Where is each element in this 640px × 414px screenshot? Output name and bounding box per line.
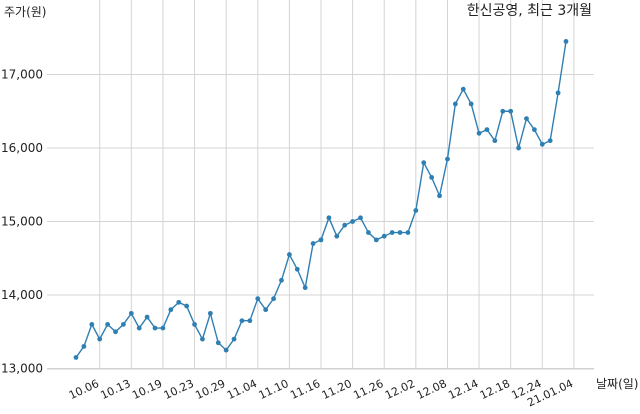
x-tick-label: 11.04 (225, 377, 259, 402)
data-point (547, 138, 553, 144)
data-point (128, 310, 134, 316)
data-point (294, 266, 300, 272)
x-tick-label: 12.18 (478, 377, 512, 402)
x-tick-label: 10.29 (193, 377, 227, 402)
x-tick-labels: 10.0610.1310.1910.2310.2911.0411.1011.16… (67, 377, 575, 409)
data-point (500, 108, 506, 114)
data-point (389, 230, 395, 235)
data-point (508, 108, 514, 114)
series-layer (73, 39, 569, 360)
data-point (405, 230, 411, 235)
data-point (350, 219, 356, 224)
data-point (429, 175, 435, 180)
data-point (524, 116, 529, 121)
data-point (421, 160, 427, 166)
data-point (555, 90, 561, 96)
data-point (105, 322, 111, 327)
data-point (492, 138, 498, 144)
data-point (286, 252, 292, 257)
data-point (302, 285, 308, 291)
y-tick-labels: 13,000 14,000 15,000 16,000 17,000 (1, 68, 43, 376)
y-axis-label: 주가(원) (4, 5, 46, 19)
data-point (413, 208, 419, 213)
x-tick-label: 10.13 (99, 377, 133, 402)
data-point (73, 355, 79, 360)
data-point (192, 322, 197, 327)
data-point (176, 299, 182, 305)
data-point (279, 277, 284, 283)
data-point (310, 241, 316, 246)
data-point (366, 230, 371, 235)
data-point (136, 325, 142, 331)
data-point (97, 336, 103, 342)
data-point (334, 233, 340, 239)
data-point (516, 145, 521, 151)
data-point (160, 325, 166, 331)
data-point (326, 215, 332, 221)
data-point (445, 156, 450, 162)
data-point (263, 307, 269, 313)
data-point (200, 336, 205, 342)
data-point (381, 233, 387, 239)
data-point (468, 101, 474, 107)
data-point (152, 325, 158, 331)
data-point (89, 322, 95, 327)
data-point (397, 230, 403, 235)
data-point (484, 127, 490, 133)
data-point (342, 222, 348, 228)
x-tick-label: 10.23 (162, 377, 196, 402)
data-point (452, 101, 458, 107)
data-point (531, 127, 537, 133)
data-point (476, 130, 482, 136)
data-point (460, 86, 466, 92)
data-point (168, 307, 174, 313)
y-tick-label: 16,000 (1, 141, 43, 155)
y-tick-label: 17,000 (1, 68, 43, 82)
x-tick-label: 12.14 (446, 377, 480, 402)
data-point (121, 322, 126, 327)
x-axis-label: 날짜(일) (596, 377, 638, 391)
data-point (373, 237, 379, 243)
data-point (358, 215, 363, 221)
data-point (207, 310, 213, 316)
data-point (144, 314, 150, 320)
x-tick-label: 12.08 (415, 377, 449, 402)
data-point (437, 193, 442, 199)
grid-lines (47, 0, 594, 369)
x-tick-label: 10.06 (67, 377, 101, 402)
chart-title: 한신공영, 최근 3개월 (467, 3, 592, 19)
data-point (215, 340, 221, 346)
data-point (223, 347, 229, 353)
x-tick-label: 10.19 (130, 377, 164, 402)
x-tick-label: 11.10 (257, 377, 291, 402)
data-point (255, 296, 261, 302)
data-point (271, 296, 276, 302)
data-point (318, 237, 324, 243)
data-point (539, 141, 545, 147)
data-point (563, 39, 569, 44)
x-tick-label: 11.26 (351, 377, 385, 402)
y-tick-label: 14,000 (1, 288, 43, 302)
y-tick-label: 15,000 (1, 215, 43, 229)
x-tick-label: 12.02 (383, 377, 417, 402)
y-tick-label: 13,000 (1, 362, 43, 376)
data-point (113, 329, 118, 335)
data-point (81, 344, 87, 349)
data-point (184, 303, 190, 309)
data-point (247, 318, 253, 324)
x-tick-label: 11.16 (288, 377, 322, 402)
x-tick-label: 11.20 (320, 377, 354, 402)
data-point (239, 318, 245, 324)
data-point (231, 336, 237, 342)
